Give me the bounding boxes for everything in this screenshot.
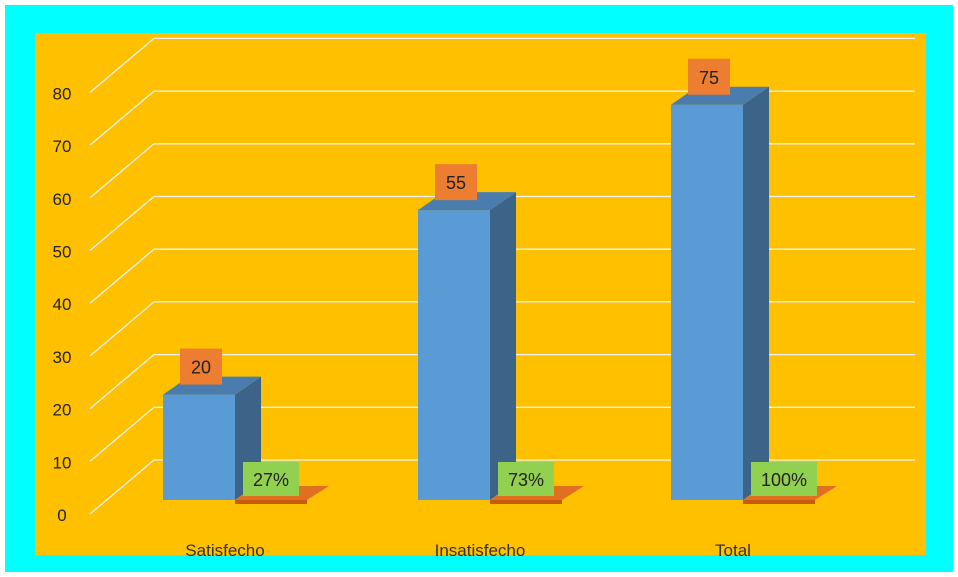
y-tick-label: 10 [53,453,72,472]
y-tick-label: 50 [53,243,72,262]
gridline [89,248,915,304]
percent-label-box [498,462,554,496]
y-tick-label: 20 [53,401,72,420]
value-label: 20 [191,358,211,378]
category-label: Insatisfecho [435,541,526,560]
gridline [89,459,915,515]
percent-label: 73% [508,470,544,490]
value-label-box [688,58,730,95]
y-tick-label: 70 [53,137,72,156]
gridline [89,143,915,199]
bar-side [490,192,516,500]
percent-label: 27% [253,470,289,490]
category-label: Satisfecho [185,541,264,560]
gridline [89,353,915,410]
y-tick-label: 60 [53,190,72,209]
y-tick-label: 40 [53,295,72,314]
secondary-bar [235,500,307,504]
percent-label: 100% [761,470,807,490]
value-label: 55 [446,173,466,193]
secondary-bar [743,500,815,504]
value-label-box [435,164,477,201]
gridline [89,37,915,93]
y-tick-label: 80 [53,84,72,103]
percent-label-box [243,462,299,496]
gridline [89,301,915,357]
y-tick-label: 30 [53,348,72,367]
bar-side [743,86,769,500]
gridline [89,90,915,146]
category-label: Total [715,541,751,560]
bar-front [671,104,743,500]
bar-front [418,210,490,500]
percent-label-box [751,462,817,496]
y-tick-label: 0 [57,506,66,525]
value-label-box [180,348,222,385]
gridline [89,195,915,251]
secondary-bar [490,500,562,504]
bar-front [163,394,235,500]
gridline [89,406,915,462]
value-label: 75 [699,68,719,88]
